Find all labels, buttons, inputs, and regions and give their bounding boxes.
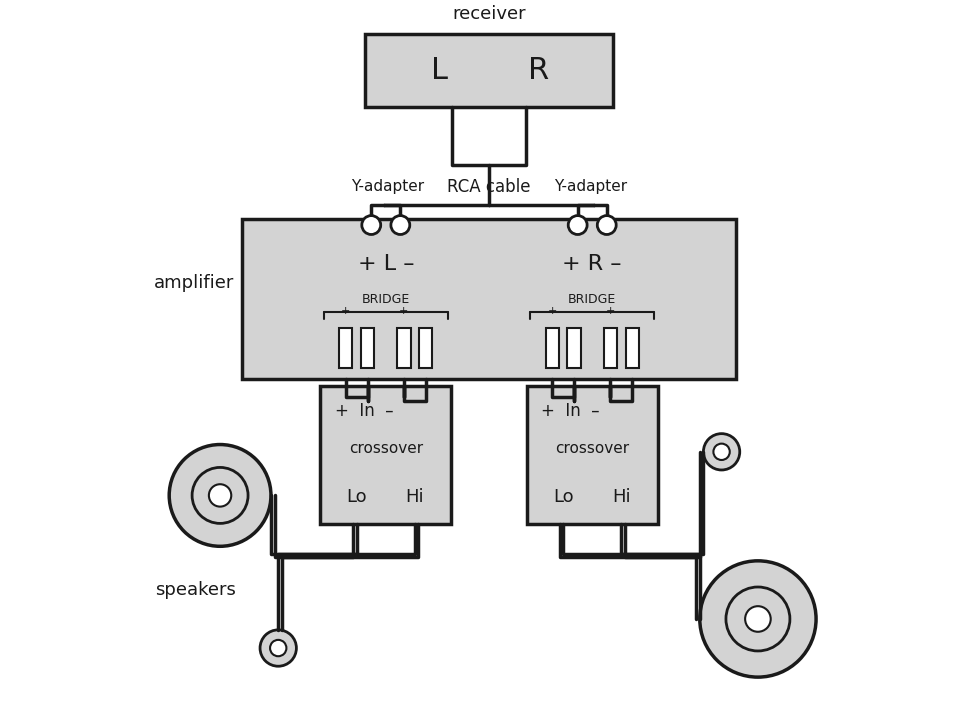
Bar: [397, 328, 410, 368]
Text: + R –: + R –: [562, 254, 621, 274]
Text: L: L: [431, 56, 447, 84]
Bar: [339, 328, 352, 368]
Circle shape: [597, 215, 616, 234]
Text: –: –: [364, 306, 370, 316]
Text: RCA cable: RCA cable: [446, 178, 531, 196]
FancyBboxPatch shape: [320, 387, 450, 524]
Circle shape: [260, 630, 296, 666]
Circle shape: [361, 215, 380, 234]
Bar: [603, 328, 616, 368]
Text: –: –: [629, 306, 634, 316]
Circle shape: [700, 561, 815, 677]
Circle shape: [702, 434, 739, 470]
FancyBboxPatch shape: [241, 219, 736, 379]
Bar: [567, 328, 580, 368]
Circle shape: [391, 215, 409, 234]
Text: amplifier: amplifier: [154, 274, 234, 292]
Bar: [419, 328, 432, 368]
Text: BRIDGE: BRIDGE: [361, 293, 409, 306]
FancyBboxPatch shape: [365, 34, 612, 106]
Bar: [625, 328, 638, 368]
Text: speakers: speakers: [154, 581, 235, 599]
Text: R: R: [528, 56, 548, 84]
Circle shape: [744, 606, 770, 632]
Text: –: –: [571, 306, 576, 316]
Text: +: +: [605, 306, 615, 316]
Text: Y-adapter: Y-adapter: [554, 179, 626, 194]
Text: Lo: Lo: [346, 488, 366, 506]
Circle shape: [712, 443, 729, 460]
Text: +: +: [399, 306, 408, 316]
Circle shape: [725, 587, 789, 651]
Text: crossover: crossover: [349, 441, 422, 456]
Text: +: +: [547, 306, 556, 316]
Text: Hi: Hi: [612, 488, 630, 506]
Text: crossover: crossover: [555, 441, 628, 456]
Text: +  In  –: + In –: [334, 403, 393, 420]
Circle shape: [191, 467, 248, 523]
FancyBboxPatch shape: [527, 387, 657, 524]
Text: BRIDGE: BRIDGE: [568, 293, 616, 306]
Text: –: –: [422, 306, 428, 316]
Text: +  In  –: + In –: [540, 403, 599, 420]
Text: receiver: receiver: [451, 5, 526, 23]
Text: Hi: Hi: [405, 488, 424, 506]
Bar: [545, 328, 558, 368]
Circle shape: [209, 484, 231, 507]
Circle shape: [568, 215, 586, 234]
Text: Lo: Lo: [552, 488, 573, 506]
Bar: [361, 328, 374, 368]
Circle shape: [169, 445, 271, 546]
Text: + L –: + L –: [358, 254, 413, 274]
Text: Y-adapter: Y-adapter: [351, 179, 423, 194]
Text: +: +: [341, 306, 350, 316]
Circle shape: [270, 640, 286, 656]
